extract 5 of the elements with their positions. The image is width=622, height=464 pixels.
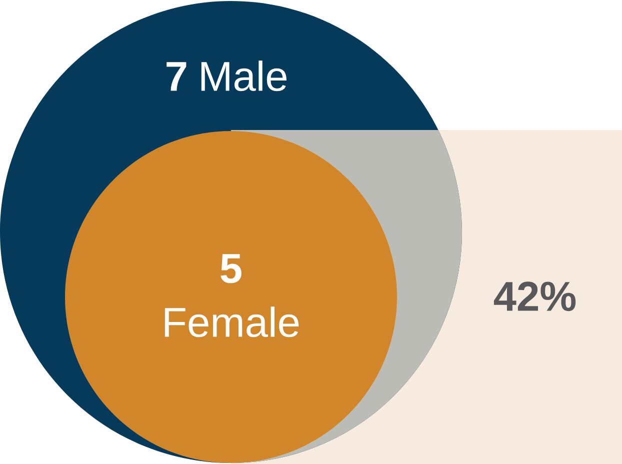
data-label: 5 [220,254,242,284]
data-label: 7 [166,62,186,91]
category-label: Female [164,306,299,338]
category-label: Male [201,60,286,92]
text: 42% [494,282,576,312]
